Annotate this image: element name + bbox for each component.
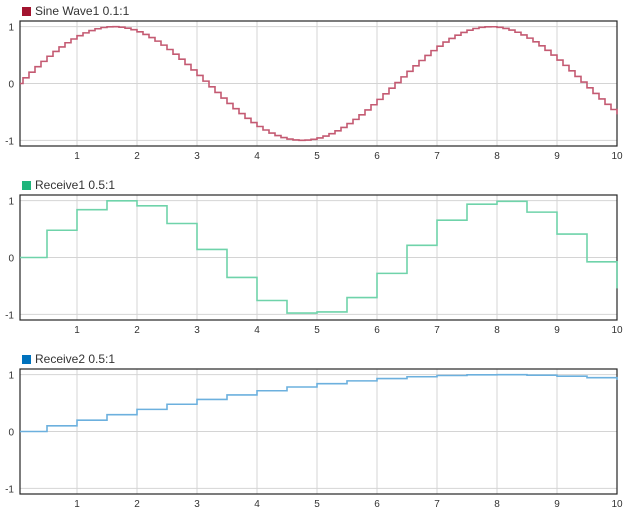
x-tick-label: 2	[134, 151, 140, 162]
x-tick-label: 7	[434, 325, 440, 336]
x-tick-label: 8	[494, 151, 500, 162]
x-tick-label: 9	[554, 325, 560, 336]
x-tick-label: 6	[374, 151, 380, 162]
x-tick-label: 1	[74, 325, 80, 336]
x-tick-label: 8	[494, 499, 500, 510]
y-tick-label: 0	[8, 254, 14, 265]
x-tick-label: 4	[254, 499, 260, 510]
x-tick-label: 4	[254, 325, 260, 336]
x-tick-label: 1	[74, 499, 80, 510]
x-tick-label: 10	[611, 151, 623, 162]
x-tick-label: 3	[194, 325, 200, 336]
y-tick-label: 0	[8, 80, 14, 91]
x-tick-label: 9	[554, 151, 560, 162]
y-tick-label: -1	[5, 136, 14, 147]
x-tick-label: 6	[374, 499, 380, 510]
x-tick-label: 2	[134, 499, 140, 510]
x-tick-label: 6	[374, 325, 380, 336]
y-tick-label: 0	[8, 428, 14, 439]
y-tick-label: 1	[8, 197, 14, 208]
x-tick-label: 10	[611, 499, 623, 510]
x-tick-label: 5	[314, 325, 320, 336]
x-tick-label: 3	[194, 499, 200, 510]
x-tick-label: 5	[314, 499, 320, 510]
y-tick-label: -1	[5, 310, 14, 321]
y-tick-label: 1	[8, 371, 14, 382]
x-tick-label: 7	[434, 499, 440, 510]
series-line[interactable]	[20, 375, 617, 432]
series-line[interactable]	[20, 201, 617, 313]
x-tick-label: 3	[194, 151, 200, 162]
x-tick-label: 10	[611, 325, 623, 336]
x-tick-label: 1	[74, 151, 80, 162]
y-tick-label: -1	[5, 484, 14, 495]
x-tick-label: 4	[254, 151, 260, 162]
x-tick-label: 5	[314, 151, 320, 162]
x-tick-label: 2	[134, 325, 140, 336]
x-tick-label: 8	[494, 325, 500, 336]
x-tick-label: 7	[434, 151, 440, 162]
x-tick-label: 9	[554, 499, 560, 510]
y-tick-label: 1	[8, 23, 14, 34]
